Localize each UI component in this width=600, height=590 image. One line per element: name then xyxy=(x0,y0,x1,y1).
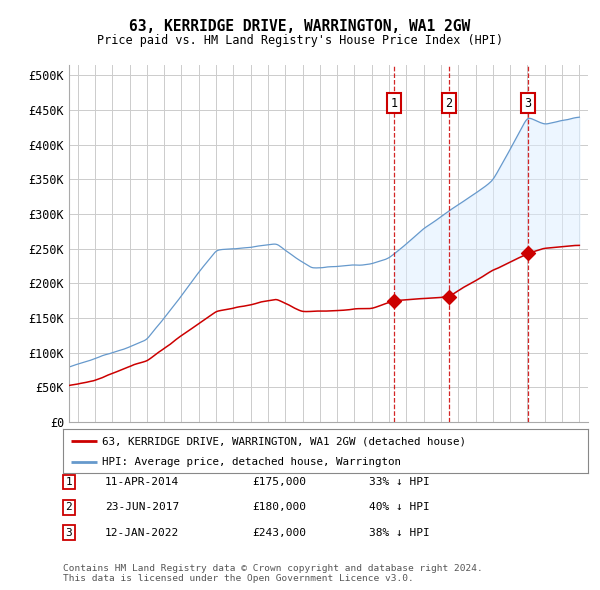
Text: 40% ↓ HPI: 40% ↓ HPI xyxy=(369,503,430,512)
Text: 38% ↓ HPI: 38% ↓ HPI xyxy=(369,528,430,537)
Text: £175,000: £175,000 xyxy=(252,477,306,487)
Text: 2: 2 xyxy=(65,503,73,512)
Point xyxy=(444,293,454,302)
Text: Contains HM Land Registry data © Crown copyright and database right 2024.
This d: Contains HM Land Registry data © Crown c… xyxy=(63,563,483,583)
Text: 33% ↓ HPI: 33% ↓ HPI xyxy=(369,477,430,487)
Text: £243,000: £243,000 xyxy=(252,528,306,537)
Text: 63, KERRIDGE DRIVE, WARRINGTON, WA1 2GW: 63, KERRIDGE DRIVE, WARRINGTON, WA1 2GW xyxy=(130,19,470,34)
Text: HPI: Average price, detached house, Warrington: HPI: Average price, detached house, Warr… xyxy=(103,457,401,467)
Text: 2: 2 xyxy=(446,97,452,110)
Text: 1: 1 xyxy=(390,97,397,110)
Text: 63, KERRIDGE DRIVE, WARRINGTON, WA1 2GW (detached house): 63, KERRIDGE DRIVE, WARRINGTON, WA1 2GW … xyxy=(103,437,466,446)
Point xyxy=(389,296,398,305)
Point xyxy=(523,249,533,258)
Text: 3: 3 xyxy=(65,528,73,537)
Text: 11-APR-2014: 11-APR-2014 xyxy=(105,477,179,487)
Text: 1: 1 xyxy=(65,477,73,487)
Text: Price paid vs. HM Land Registry's House Price Index (HPI): Price paid vs. HM Land Registry's House … xyxy=(97,34,503,47)
Text: 23-JUN-2017: 23-JUN-2017 xyxy=(105,503,179,512)
Text: 12-JAN-2022: 12-JAN-2022 xyxy=(105,528,179,537)
Text: 3: 3 xyxy=(524,97,532,110)
Text: £180,000: £180,000 xyxy=(252,503,306,512)
